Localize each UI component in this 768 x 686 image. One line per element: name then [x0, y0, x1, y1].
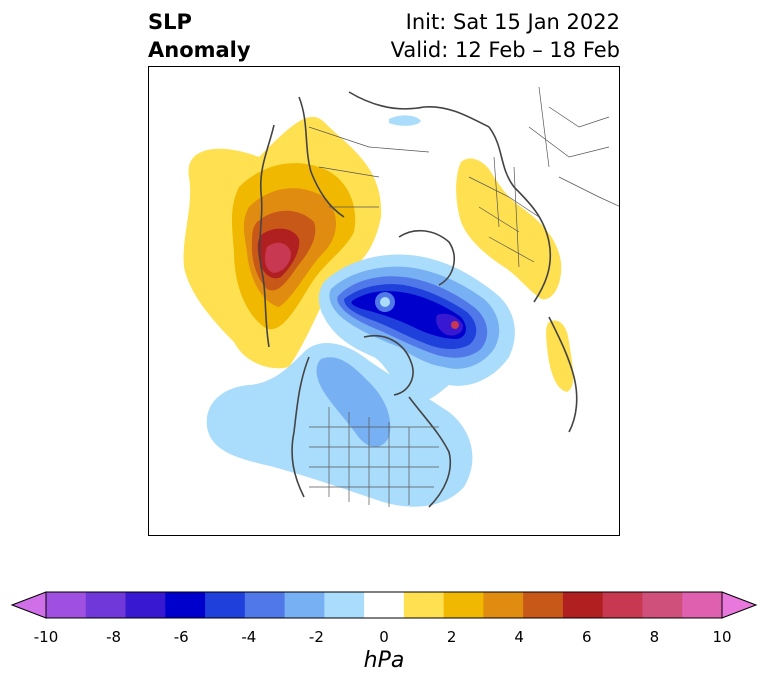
map-canvas — [183, 86, 619, 508]
coast-greenland — [398, 229, 455, 286]
init-date-label: Init: Sat 15 Jan 2022 — [405, 10, 620, 34]
colorbar-swatch — [443, 592, 484, 618]
colorbar-tick-label: 0 — [379, 628, 389, 646]
negative-anomaly-namerica — [206, 342, 473, 507]
colorbar-swatch — [602, 592, 643, 618]
colorbar-swatches — [10, 591, 758, 619]
pos-eu-2 — [546, 320, 574, 392]
colorbar-svg — [10, 591, 758, 619]
colorbar-swatch — [165, 592, 206, 618]
positive-anomaly-europe — [456, 158, 574, 392]
title-line-2: Anomaly — [148, 38, 251, 62]
border-us-grid-2 — [328, 407, 410, 507]
coast-africa — [548, 316, 578, 433]
colorbar-swatch — [284, 592, 325, 618]
colorbar-swatch — [205, 592, 246, 618]
coast-kamchatka — [298, 96, 345, 218]
colorbar-swatch — [364, 592, 405, 618]
coast-arctic-russia — [348, 91, 490, 128]
pos-eu-1 — [456, 158, 562, 300]
coast-na-east — [408, 396, 452, 508]
coast-europe — [488, 126, 552, 303]
chart-title-variable: SLP Anomaly — [148, 8, 251, 64]
colorbar-tick-label: -10 — [33, 628, 59, 646]
neg-na-2 — [316, 357, 391, 447]
colorbar-tick-label: 8 — [649, 628, 660, 646]
colorbar-tick-label: -6 — [173, 628, 189, 646]
colorbar-unit-label: hPa — [363, 648, 405, 673]
neg-contour-6 — [436, 313, 464, 336]
valid-date-label: Valid: 12 Feb – 18 Feb — [390, 38, 620, 62]
neg-small-north — [389, 115, 421, 126]
colorbar-tick-label: 10 — [712, 628, 732, 646]
border-russia-1 — [308, 126, 430, 208]
neg-na-1 — [206, 342, 473, 507]
positive-anomaly-west — [183, 116, 382, 369]
colorbar-swatch — [244, 592, 286, 618]
colorbar-swatch — [85, 592, 127, 618]
colorbar-tick-label: 6 — [582, 628, 592, 646]
colorbar-tick-label: 4 — [514, 628, 524, 646]
border-us-grid-1 — [309, 426, 439, 488]
anomaly-map — [148, 66, 620, 536]
coastlines — [258, 91, 578, 508]
border-europe-1 — [468, 156, 540, 268]
colorbar-tick-label: -2 — [308, 628, 324, 646]
colorbar-swatch — [483, 592, 524, 618]
coast-alaska-siberia — [258, 124, 275, 348]
colorbar-outline — [45, 591, 723, 619]
border-asia-1 — [528, 86, 619, 207]
colorbar — [0, 585, 768, 625]
borders — [308, 86, 619, 507]
low-center-1-inner — [380, 297, 390, 307]
colorbar-swatch — [403, 592, 445, 618]
negative-anomaly-arctic — [318, 254, 515, 402]
chart-title-dates: Init: Sat 15 Jan 2022 Valid: 12 Feb – 18… — [391, 8, 620, 64]
low-center-2 — [451, 321, 459, 329]
colorbar-extend-high — [721, 591, 758, 619]
colorbar-swatch — [324, 592, 365, 618]
colorbar-swatch — [642, 592, 683, 618]
colorbar-swatch — [125, 592, 166, 618]
colorbar-swatch — [523, 592, 564, 618]
colorbar-tick-label: -8 — [106, 628, 122, 646]
coast-hudson — [363, 335, 414, 396]
colorbar-swatch — [682, 592, 723, 618]
colorbar-swatch — [46, 592, 87, 618]
colorbar-tick-label: -4 — [241, 628, 257, 646]
title-line-1: SLP — [148, 10, 192, 34]
coast-na-west — [291, 356, 310, 498]
colorbar-swatch — [562, 592, 604, 618]
colorbar-extend-low — [10, 591, 47, 619]
colorbar-tick-label: 2 — [446, 628, 457, 646]
pos-contour-6 — [265, 242, 291, 273]
